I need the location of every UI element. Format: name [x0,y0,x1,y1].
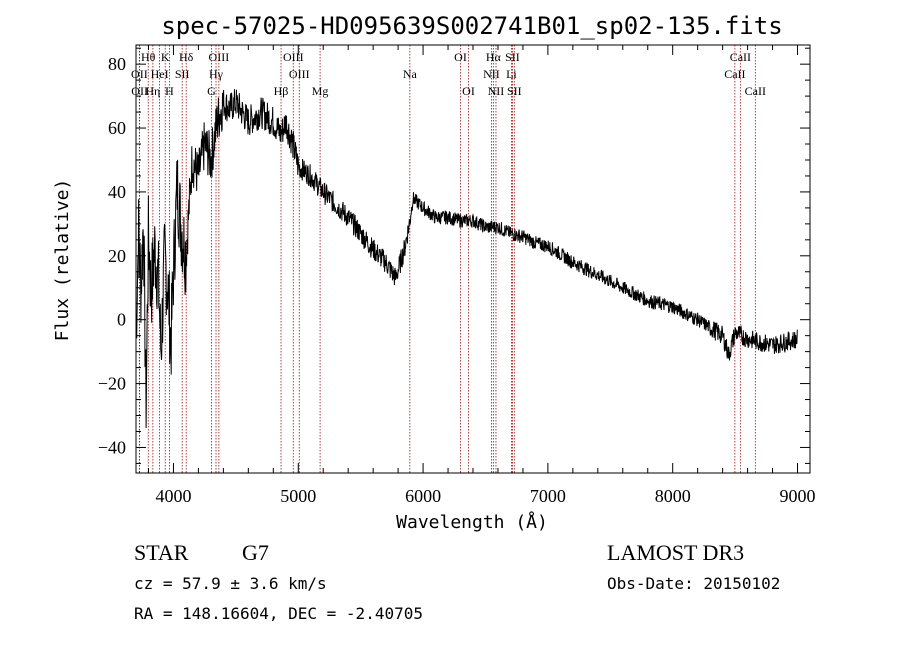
spectrum-series [135,89,798,429]
spectral-line-label-1: OII [131,67,148,81]
x-tick-label-1: 5000 [280,486,316,506]
spectral-line-label-5: HeI [151,67,169,81]
spectral-line-label-7: SII [175,67,190,81]
observation-date: Obs-Date: 20150102 [607,574,780,593]
x-tick-label-2: 6000 [405,486,441,506]
spectral-line-label-3: Hη [145,84,160,98]
plot-border [135,44,811,474]
y-tick-label-2: 0 [117,310,126,330]
spectral-line-label-18: OI [462,84,475,98]
spectral-line-label-9: OIII [209,50,230,64]
x-tick-label-0: 4000 [155,486,191,506]
axis-ticks: 4000 5000 6000 7000 8000 9000 −40 −20 0 20 40 60 80 [98,45,816,506]
spectral-line-label-16: Na [403,67,418,81]
spectral-line-label-24: SII [507,84,522,98]
spectral-line-label-25: CaII [730,50,751,64]
spectral-line-label-23: Li [506,67,517,81]
x-tick-label-5: 9000 [780,486,816,506]
y-tick-label-3: 20 [108,246,126,266]
y-axis-title: Flux (relative) [52,179,73,342]
spectral-line-label-10: Hγ [209,67,224,81]
coordinates: RA = 148.16604, DEC = -2.40705 [134,604,423,623]
y-tick-label-1: −20 [98,374,126,394]
y-tick-label-5: 60 [108,118,126,138]
x-axis-title: Wavelength (Å) [396,511,548,533]
spectral-line-label-15: Mg [312,84,329,98]
spectral-line-label-6: H [165,84,174,98]
x-tick-label-4: 8000 [655,486,691,506]
object-subclass: G7 [242,540,269,565]
spectral-line-label-13: OIII [283,50,304,64]
spectral-line-label-8: Hδ [179,50,194,64]
spectral-line-label-22: SII [505,50,520,64]
spectral-line-label-27: CaII [745,84,766,98]
y-tick-label-0: −40 [98,437,126,457]
spectral-line-label-20: NII [483,67,500,81]
chart-title: spec-57025-HD095639S002741B01_sp02-135.f… [161,12,782,40]
object-class: STAR [134,540,189,565]
spectral-line-label-17: OI [454,50,467,64]
plot-frame [135,44,811,474]
spectral-line-label-19: Hα [486,50,502,64]
spectral-line-label-0: Hθ [141,50,156,64]
redshift-velocity: cz = 57.9 ± 3.6 km/s [134,574,327,593]
x-tick-label-3: 7000 [530,486,566,506]
y-tick-label-4: 40 [108,182,126,202]
spectral-line-label-12: Hβ [274,84,289,98]
spectral-line-label-4: K [161,50,170,64]
spectral-line-label-2: OII [131,84,148,98]
spectrum-line [135,89,798,429]
y-tick-label-6: 80 [108,54,126,74]
spectral-line-label-26: CaII [724,67,745,81]
spectral-line-label-21: NII [488,84,505,98]
spectral-line-label-14: OIII [289,67,310,81]
survey-name: LAMOST DR3 [607,540,744,565]
spectral-line-label-11: G [207,84,216,98]
